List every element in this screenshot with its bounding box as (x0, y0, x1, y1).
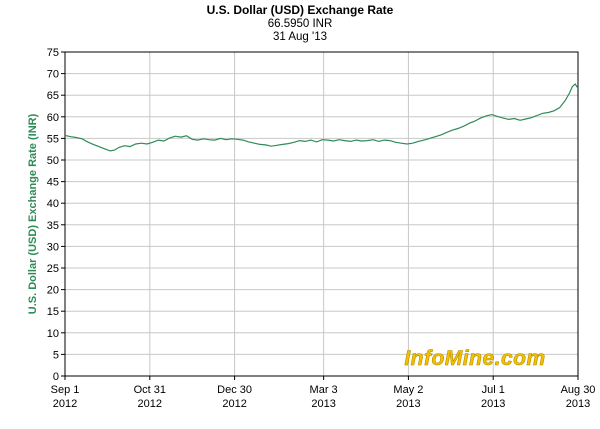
x-tick-label: Aug 30 (561, 384, 596, 396)
y-tick-label: 20 (47, 285, 59, 297)
y-tick-label: 5 (53, 349, 59, 361)
infomine-watermark: InfoMine.com (404, 347, 545, 370)
x-tick-label: 2013 (566, 398, 590, 410)
x-tick-label: Jul 1 (482, 384, 505, 396)
y-tick-label: 25 (47, 263, 59, 275)
x-tick-label: 2012 (53, 398, 77, 410)
x-axis: Sep 1 2012 Oct 31 2012 Dec 30 2012 Mar 3 2013 Ma… (51, 376, 596, 410)
series-line-usd-inr (64, 83, 579, 152)
y-tick-label: 15 (47, 306, 59, 318)
x-tick-label: 2012 (222, 398, 246, 410)
plot-area (64, 51, 579, 377)
x-tick-label: Dec 30 (217, 384, 252, 396)
y-tick-label: 0 (53, 371, 59, 383)
x-tick-label: 2013 (481, 398, 505, 410)
y-tick-label: 55 (47, 133, 59, 145)
y-tick-label: 70 (47, 69, 59, 81)
x-tick-label: 2013 (396, 398, 420, 410)
y-axis-label: U.S. Dollar (USD) Exchange Rate (INR) (27, 113, 39, 314)
x-tick-label: May 2 (393, 384, 423, 396)
y-axis: 0 5 10 15 20 25 30 35 40 45 50 55 60 65 70 75 (47, 47, 65, 383)
y-tick-label: 60 (47, 112, 59, 124)
current-rate: 66.5950 INR (268, 18, 333, 30)
y-tick-label: 75 (47, 47, 59, 59)
y-tick-label: 65 (47, 90, 59, 102)
chart-title: U.S. Dollar (USD) Exchange Rate (207, 3, 394, 17)
rate-date: 31 Aug '13 (273, 31, 327, 43)
y-tick-label: 10 (47, 328, 59, 340)
y-tick-label: 50 (47, 155, 59, 167)
y-tick-label: 30 (47, 241, 59, 253)
y-tick-label: 35 (47, 220, 59, 232)
x-tick-label: 2013 (311, 398, 335, 410)
y-tick-label: 45 (47, 177, 59, 189)
x-tick-label: Oct 31 (134, 384, 166, 396)
y-tick-label: 40 (47, 198, 59, 210)
x-tick-label: 2012 (138, 398, 162, 410)
x-tick-label: Sep 1 (51, 384, 80, 396)
x-tick-label: Mar 3 (310, 384, 338, 396)
grid-lines (65, 52, 578, 376)
